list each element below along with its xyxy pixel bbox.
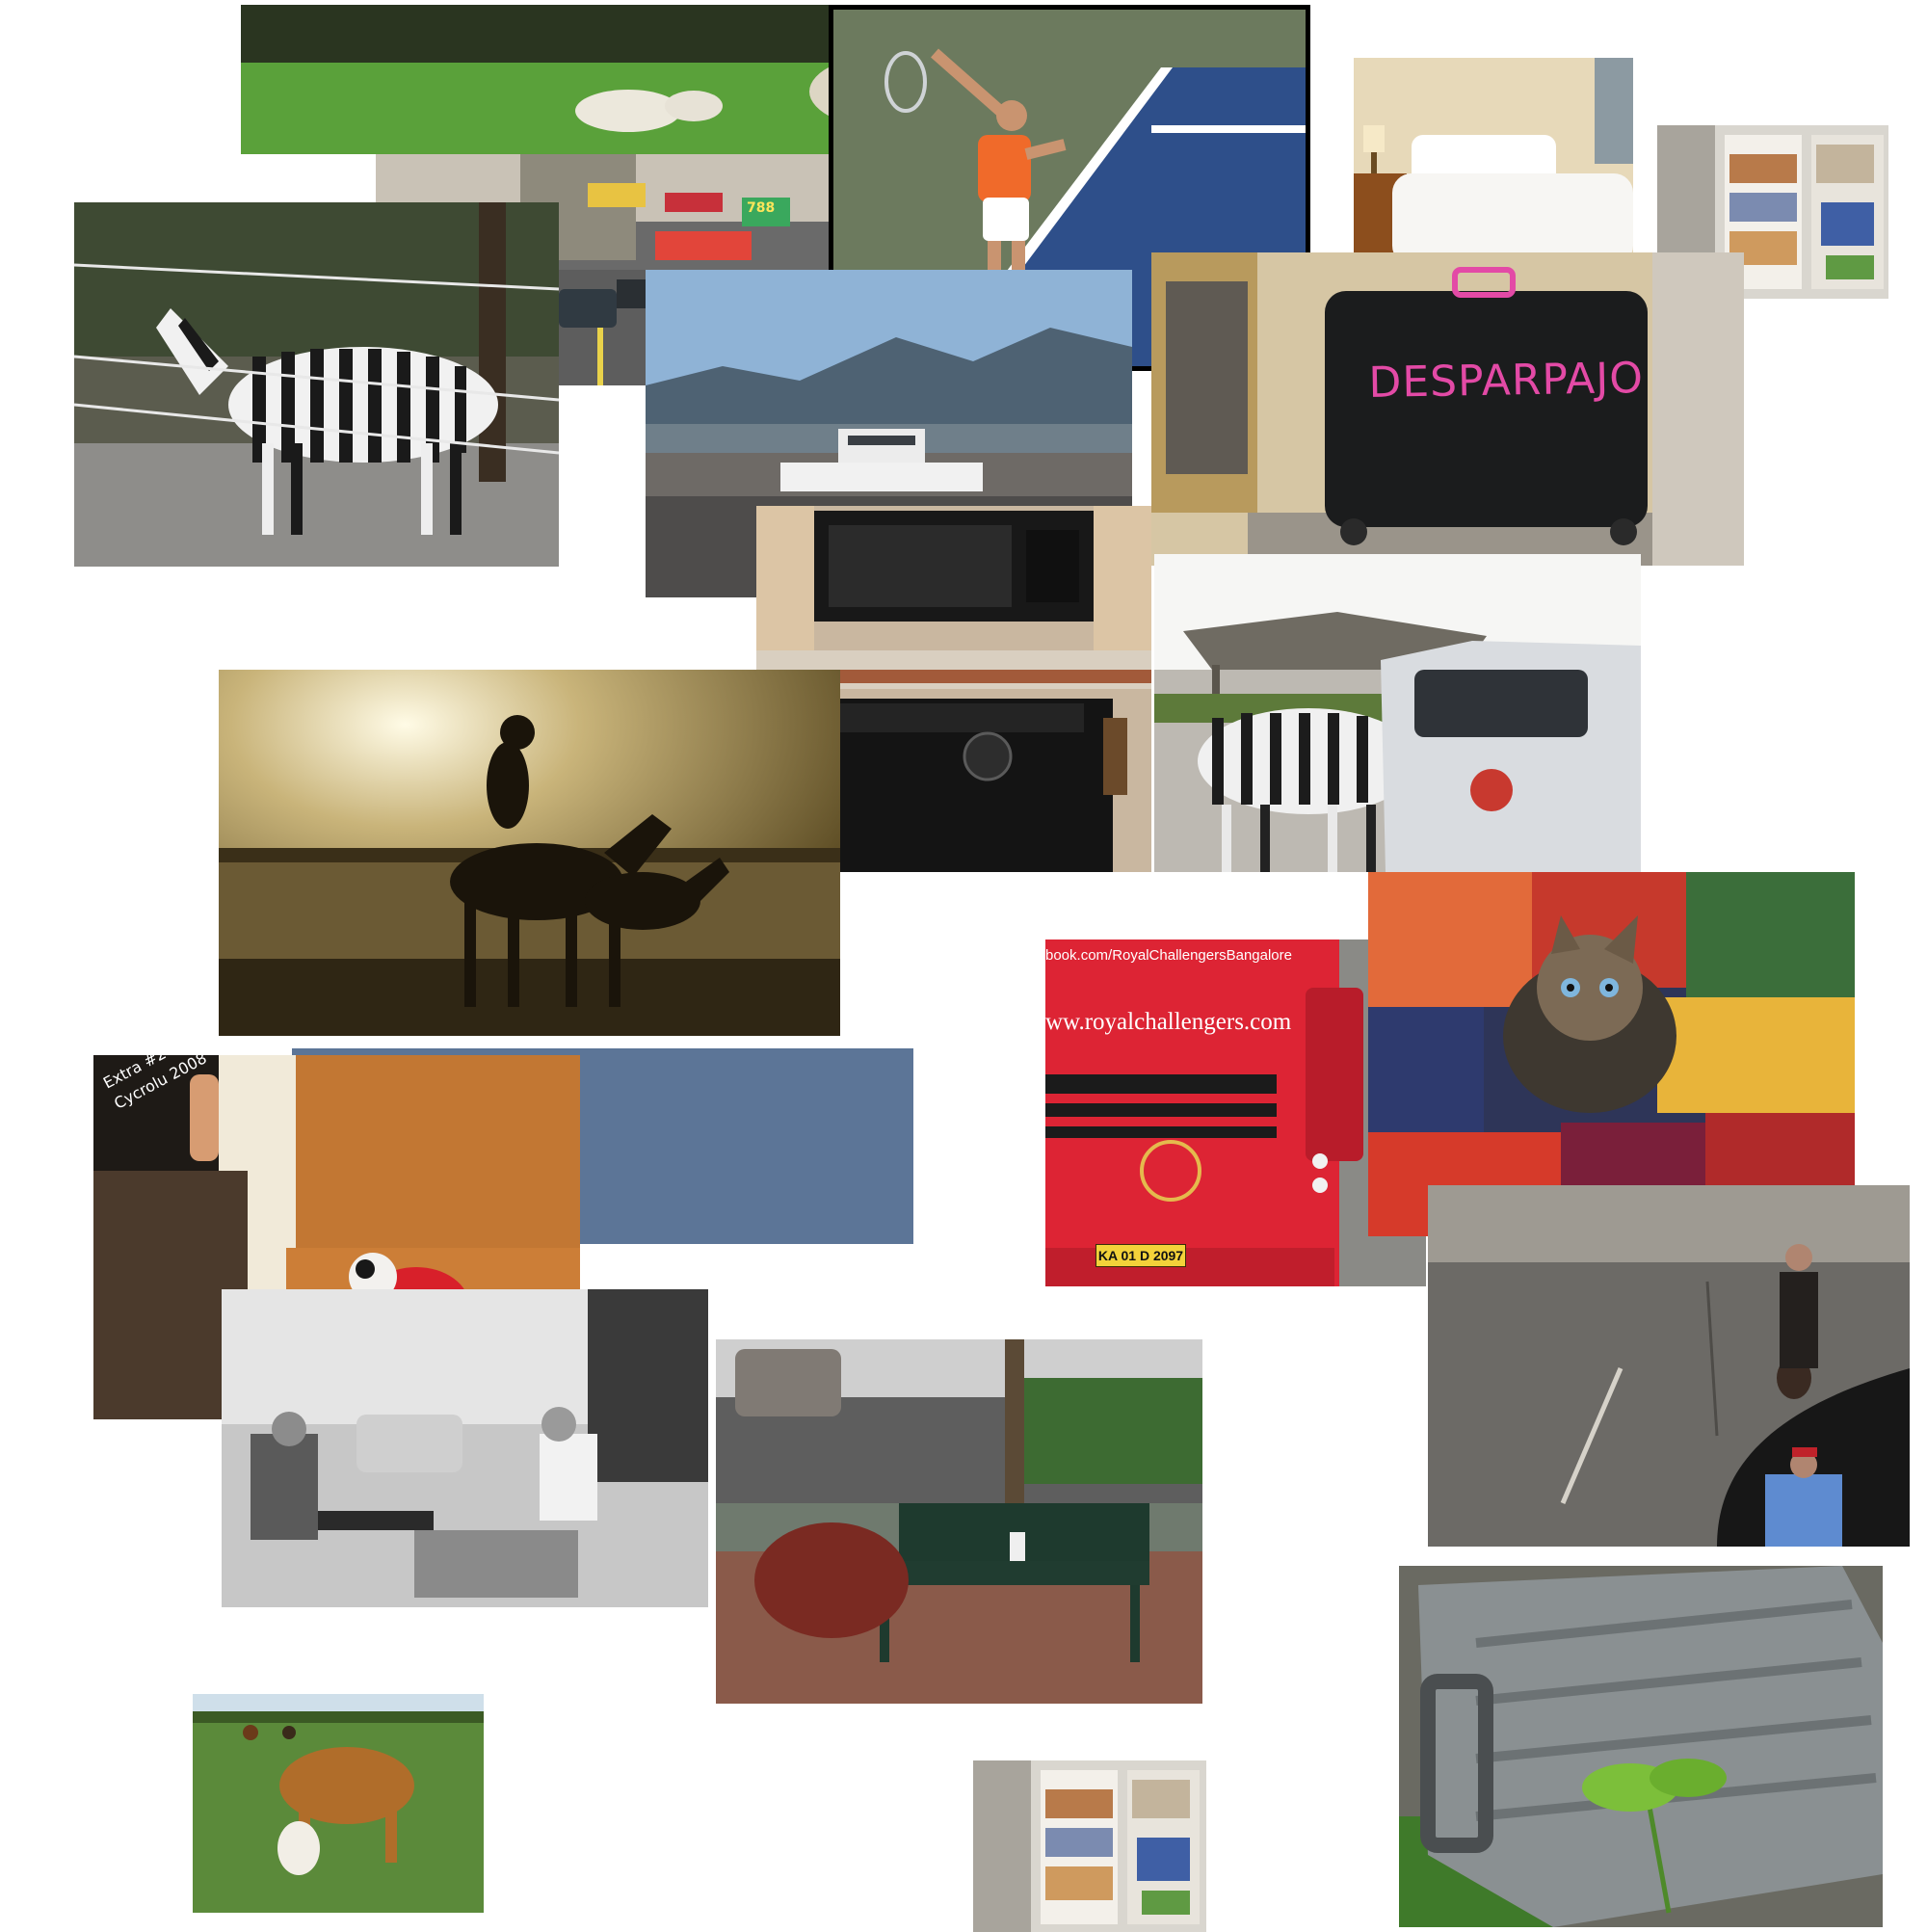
photo-shoeshine [222,1289,708,1607]
luggage-handwriting: DESPARPAJO [1368,354,1645,408]
car-icon [1428,1185,1910,1547]
cat-icon [1368,872,1855,1236]
bus-icon [1045,940,1426,1286]
photo-bus: book.com/RoyalChallengersBangalore ww.ro… [1045,940,1426,1286]
bed-icon [1354,58,1633,265]
refrigerator-icon [1657,125,1888,299]
zebra-icon [1154,554,1641,872]
photo-horses [219,670,840,1036]
zebra-icon [74,202,559,567]
bus-url-top: book.com/RoyalChallengersBangalore [1045,947,1292,964]
refrigerator-icon [973,1760,1206,1932]
horse-icon [219,670,840,1036]
street-sign-number: 788 [747,200,776,216]
photo-zebra-fence [74,202,559,567]
briefcase-icon [1399,1566,1883,1927]
photo-bench [716,1339,1202,1704]
photo-kitten [1368,872,1855,1236]
photo-fridge-top [1657,125,1888,299]
photo-zebras-car [1154,554,1641,872]
photo-sheep [241,5,862,154]
bus-license-plate: KA 01 D 2097 [1095,1244,1186,1267]
bus-url-main: ww.royalchallengers.com [1045,1009,1292,1035]
cow-icon [193,1694,484,1913]
suitcase-icon [1151,252,1744,566]
photo-fridge-bottom [973,1760,1206,1932]
photo-cow [193,1694,484,1913]
bench-icon [716,1339,1202,1704]
people-icon [222,1289,708,1607]
sheep-icon [241,5,862,154]
photo-bedroom [1354,58,1633,265]
photo-luggage: DESPARPAJO [1151,252,1744,566]
photo-case [1399,1566,1883,1927]
photo-parking [1428,1185,1910,1547]
